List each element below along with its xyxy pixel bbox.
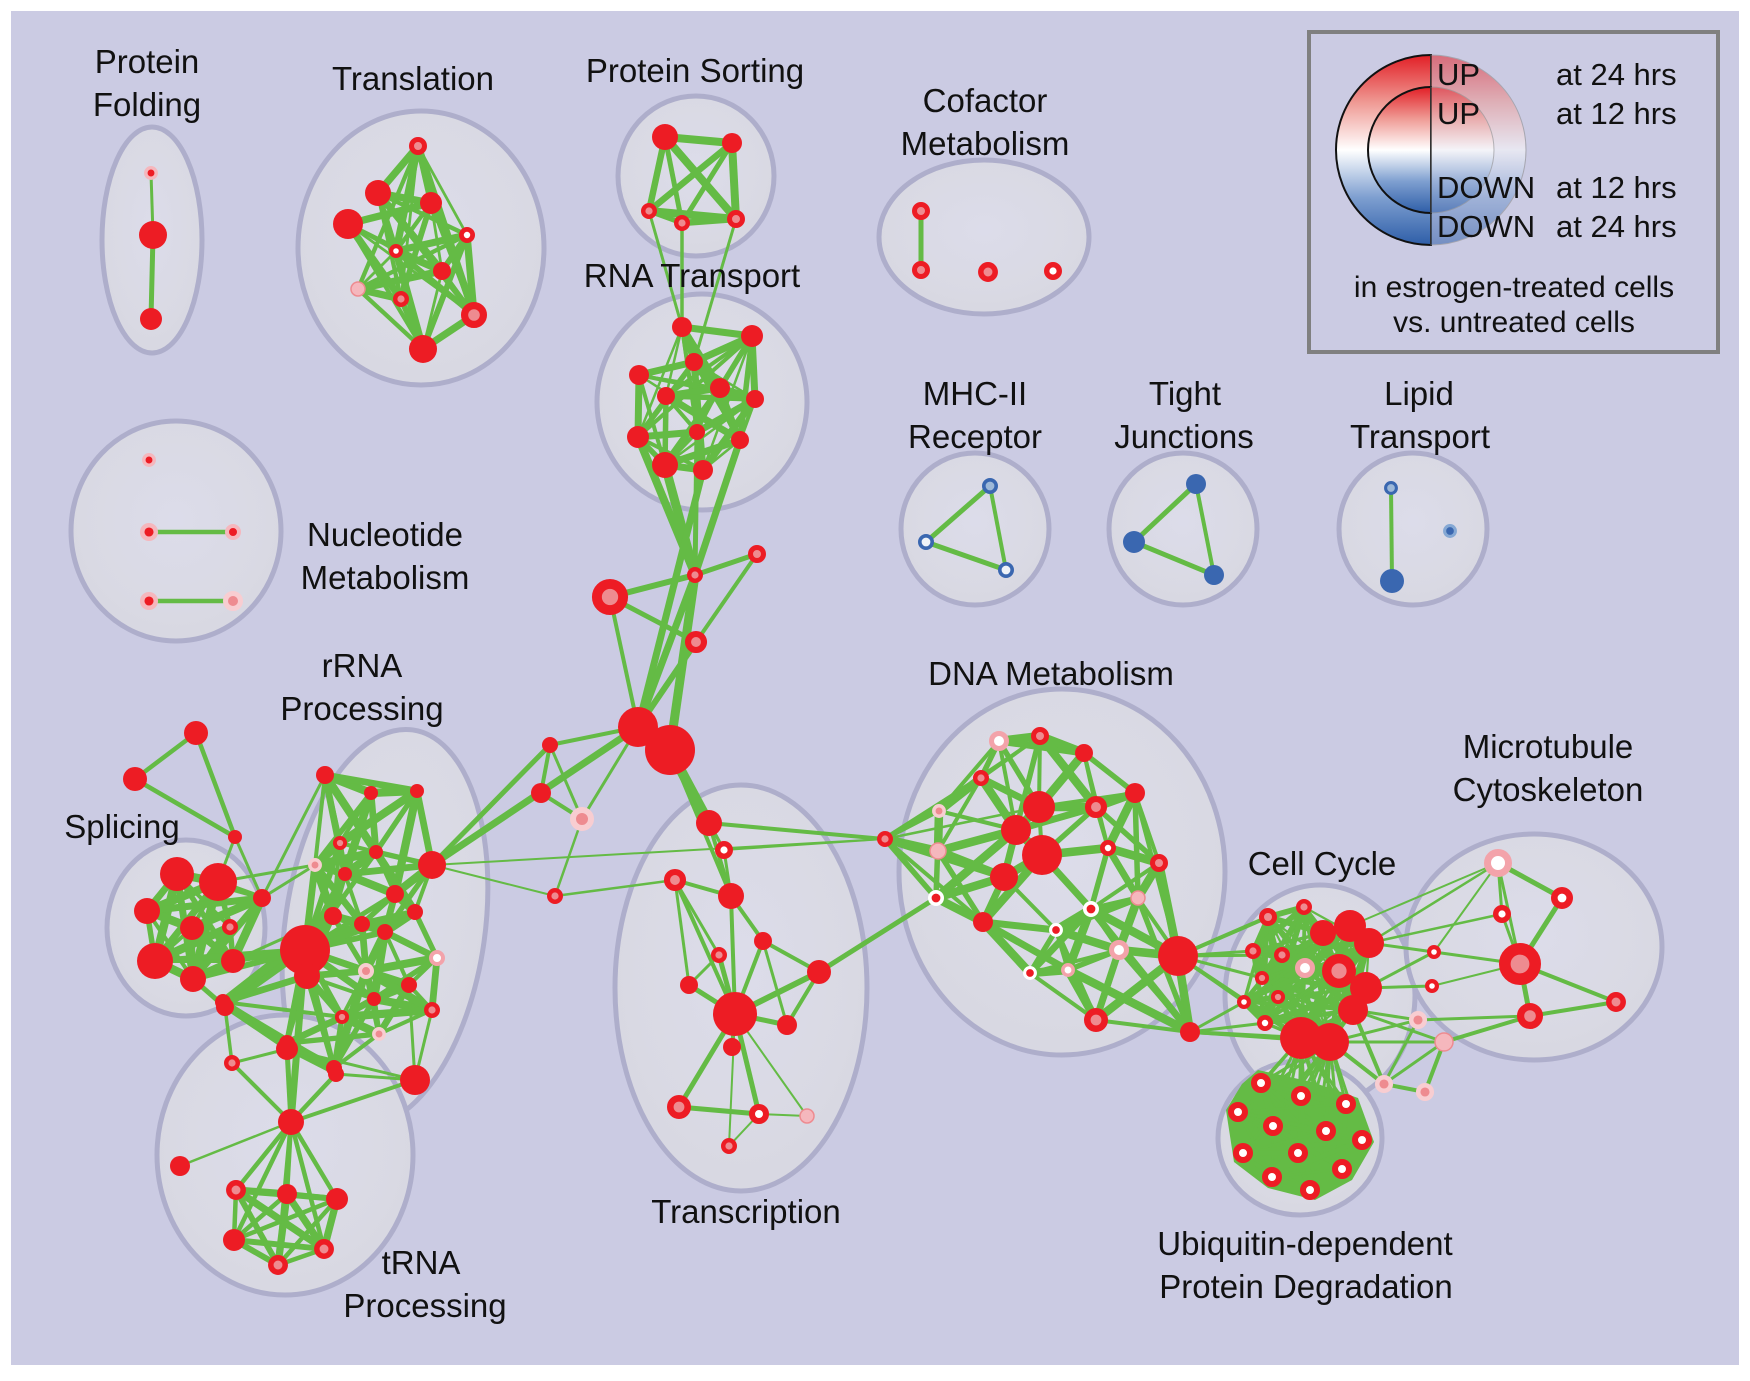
svg-text:DOWN: DOWN xyxy=(1437,170,1535,205)
svg-text:Lipid: Lipid xyxy=(1384,375,1454,412)
svg-text:Protein Sorting: Protein Sorting xyxy=(586,52,804,89)
svg-text:tRNA: tRNA xyxy=(382,1244,461,1281)
svg-text:at 24 hrs: at 24 hrs xyxy=(1556,57,1677,92)
svg-text:at 12 hrs: at 12 hrs xyxy=(1556,170,1677,205)
svg-text:Nucleotide: Nucleotide xyxy=(307,516,463,553)
svg-text:Tight: Tight xyxy=(1149,375,1221,412)
svg-text:Transport: Transport xyxy=(1350,418,1490,455)
svg-text:Metabolism: Metabolism xyxy=(301,559,470,596)
svg-text:Transcription: Transcription xyxy=(651,1193,841,1230)
svg-text:Processing: Processing xyxy=(343,1287,506,1324)
svg-text:MHC-II: MHC-II xyxy=(923,375,1027,412)
svg-text:Cell Cycle: Cell Cycle xyxy=(1248,845,1397,882)
svg-text:Junctions: Junctions xyxy=(1114,418,1253,455)
svg-text:Metabolism: Metabolism xyxy=(901,125,1070,162)
svg-text:Translation: Translation xyxy=(332,60,494,97)
svg-text:DOWN: DOWN xyxy=(1437,209,1535,244)
svg-text:UP: UP xyxy=(1437,57,1480,92)
svg-text:DNA Metabolism: DNA Metabolism xyxy=(928,655,1174,692)
svg-text:Splicing: Splicing xyxy=(64,808,180,845)
svg-text:Ubiquitin-dependent: Ubiquitin-dependent xyxy=(1157,1225,1452,1262)
svg-text:Protein: Protein xyxy=(95,43,200,80)
svg-text:in estrogen-treated cells: in estrogen-treated cells xyxy=(1354,271,1674,304)
svg-text:RNA Transport: RNA Transport xyxy=(584,257,800,294)
svg-text:Cytoskeleton: Cytoskeleton xyxy=(1453,771,1644,808)
svg-text:at 24 hrs: at 24 hrs xyxy=(1556,209,1677,244)
svg-text:Processing: Processing xyxy=(280,690,443,727)
svg-text:vs. untreated cells: vs. untreated cells xyxy=(1393,306,1635,339)
svg-text:Microtubule: Microtubule xyxy=(1463,728,1634,765)
svg-text:Receptor: Receptor xyxy=(908,418,1042,455)
svg-text:rRNA: rRNA xyxy=(322,647,403,684)
svg-text:Protein Degradation: Protein Degradation xyxy=(1159,1268,1453,1305)
svg-text:at 12 hrs: at 12 hrs xyxy=(1556,96,1677,131)
svg-text:Cofactor: Cofactor xyxy=(923,82,1048,119)
svg-text:Folding: Folding xyxy=(93,86,201,123)
svg-text:UP: UP xyxy=(1437,96,1480,131)
